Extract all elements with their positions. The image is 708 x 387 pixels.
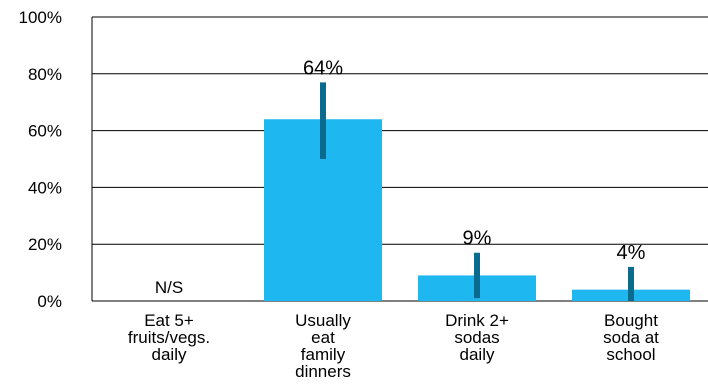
x-category-label: sodas <box>454 328 499 347</box>
data-label: 9% <box>463 228 492 250</box>
y-tick-label: 0% <box>37 292 62 311</box>
data-label: 4% <box>617 242 646 264</box>
y-axis: 0% 20% 40% 60% 80% 100% <box>19 8 93 311</box>
x-category-label: fruits/vegs. <box>128 328 210 347</box>
x-category-label: eat <box>311 328 335 347</box>
x-category-label: daily <box>152 345 187 364</box>
error-bars <box>320 82 634 301</box>
x-category-label: Bought <box>604 311 658 330</box>
data-label: N/S <box>155 278 183 297</box>
x-category-label: school <box>606 345 655 364</box>
data-labels: N/S 64% 9% 4% <box>155 57 646 297</box>
y-tick-label: 100% <box>19 8 62 27</box>
y-tick-label: 40% <box>28 178 62 197</box>
y-tick-label: 80% <box>28 65 62 84</box>
x-category-label: Eat 5+ <box>144 311 194 330</box>
x-category-label: daily <box>460 345 495 364</box>
x-category-label: soda at <box>603 328 659 347</box>
x-category-label: Drink 2+ <box>445 311 509 330</box>
x-axis: Eat 5+fruits/vegs.dailyUsuallyeatfamilyd… <box>128 311 659 381</box>
x-category-label: Usually <box>295 311 351 330</box>
data-label: 64% <box>303 57 343 79</box>
y-tick-label: 60% <box>28 122 62 141</box>
x-category-label: family <box>301 345 346 364</box>
x-category-label: dinners <box>295 362 351 381</box>
y-tick-label: 20% <box>28 235 62 254</box>
